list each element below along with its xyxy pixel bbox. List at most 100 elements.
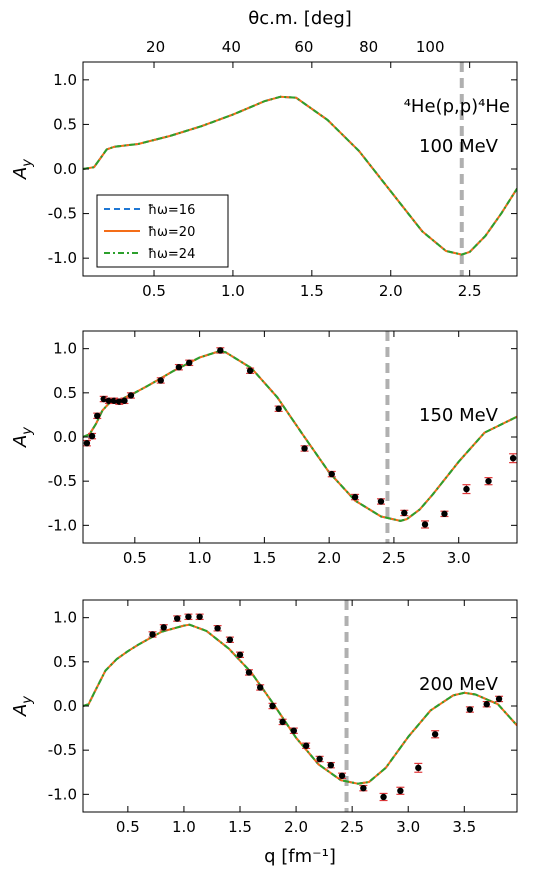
data-point [214,625,221,632]
series-group [83,95,517,256]
data-point [149,631,156,638]
data-point [88,432,96,440]
y-axis-title: Ay [10,159,35,180]
x-tick-label: 2.5 [340,818,364,836]
series-line-hw24 [83,95,517,256]
data-point [509,455,517,462]
y-tick-label: 0.5 [53,384,77,402]
x-tick-label: 1.0 [221,282,245,300]
energy-label: 200 MeV [419,674,499,695]
data-point [275,405,282,412]
x-tick-label: 3.5 [452,818,476,836]
reaction-label: ⁴He(p,p)⁴He [404,96,510,117]
data-point [421,521,429,528]
data-point [246,367,254,374]
x-tick-label: 2.5 [382,549,406,567]
series-group [83,623,517,785]
x-tick-label: 1.0 [188,549,212,567]
series-line-hw16 [83,623,517,785]
x-tick-label: 3.0 [447,549,471,567]
legend-label-hw16: ħω=16 [148,203,195,218]
data-point [217,347,224,354]
x-axis-title: q [fm⁻¹] [264,846,336,867]
data-point [485,477,492,485]
data-point [121,397,128,404]
data-point [290,727,298,734]
data-point [226,636,234,643]
x-tick-label: 3.0 [396,818,420,836]
data-point [127,392,135,399]
y-tick-label: 0.5 [53,115,77,133]
data-point [256,684,264,691]
top-tick-label: 40 [222,38,241,56]
data-point [463,485,470,493]
data-point [441,510,448,518]
top-tick-label: 20 [146,38,165,56]
data-point [157,377,164,384]
axes-frame [82,599,518,813]
top-axis-title: θc.m. [deg] [248,8,352,29]
data-point [327,761,335,769]
data-point [401,509,408,517]
panel-100mev: 0.5 1.0 1.5 2.0 2.5 -1.0 -0.5 0.0 0.5 1.0 Ay 100 Me… [10,38,518,300]
data-point [328,470,335,478]
energy-label: 100 MeV [419,136,499,157]
data-point [175,364,183,371]
y-tick-label: 0.0 [53,160,77,178]
data-point [279,718,286,726]
data-point [302,742,310,749]
data-point [269,702,276,710]
series-line-hw20 [83,350,517,522]
data-point [397,787,404,794]
data-point [185,613,192,620]
data-point [186,359,193,366]
y-tick-label: -0.5 [48,741,77,759]
x-tick-label: 1.0 [172,818,196,836]
axes-frame [82,330,518,544]
y-tick-label: 0.0 [53,428,77,446]
x-tick-label: 1.5 [252,549,276,567]
top-tick-label: 60 [294,38,313,56]
data-point [160,624,167,631]
x-tick-label: 0.5 [116,818,140,836]
data-point [431,731,439,738]
legend-label-hw20: ħω=20 [148,225,195,240]
x-tick-label: 1.5 [228,818,252,836]
y-tick-label: 1.0 [53,340,77,358]
y-tick-label: 1.0 [53,609,77,627]
y-axis-title: Ay [10,427,35,448]
series-line-hw16 [83,350,517,522]
data-point [174,615,181,622]
x-tick-label: 2.5 [458,282,482,300]
y-tick-label: 0.5 [53,653,77,671]
data-point [415,764,422,772]
legend: ħω=16 ħω=20 ħω=24 [96,194,229,268]
data-point [245,669,253,676]
series-line-hw24 [83,350,517,522]
y-tick-label: -0.5 [48,472,77,490]
top-tick-label: 100 [416,38,445,56]
y-tick-label: -1.0 [48,785,77,803]
series-line-hw20 [83,623,517,785]
data-point [351,493,359,501]
data-point [301,445,308,452]
x-tick-label: 2.0 [284,818,308,836]
data-point [105,397,113,404]
series-group [83,350,517,522]
legend-label-hw24: ħω=24 [148,247,195,262]
y-tick-label: 1.0 [53,71,77,89]
x-tick-label: 2.0 [379,282,403,300]
x-tick-label: 0.5 [123,549,147,567]
x-tick-label: 0.5 [142,282,166,300]
x-tick-label: 2.0 [317,549,341,567]
data-point [196,613,203,620]
data-point [360,784,367,792]
y-axis-title: Ay [10,696,35,717]
data-point [380,793,387,801]
energy-label: 150 MeV [419,405,499,426]
data-point [236,651,244,658]
data-point [316,755,323,763]
data-point [94,412,101,419]
data-point [483,701,490,708]
